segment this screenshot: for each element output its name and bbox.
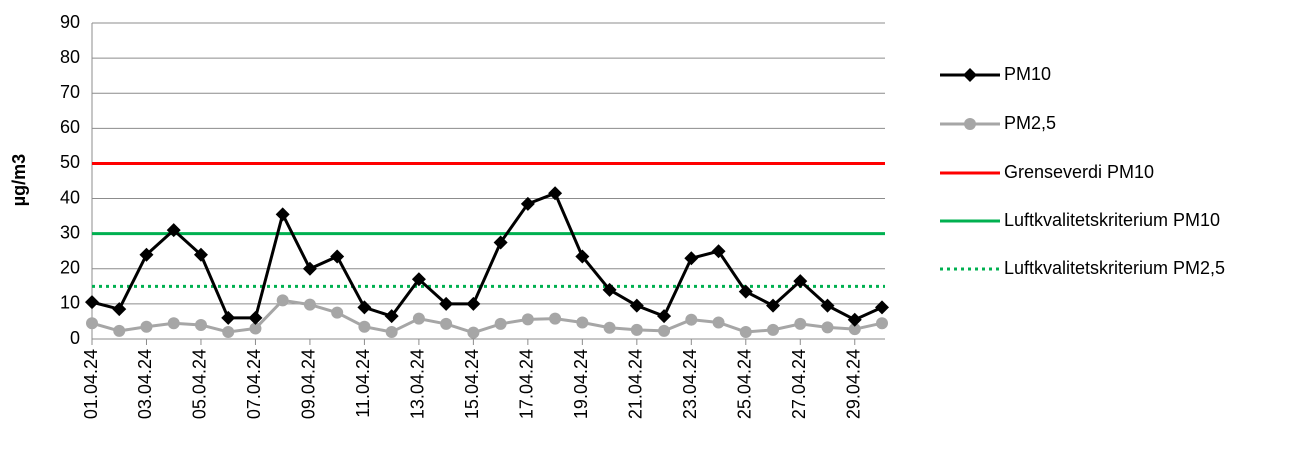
marker: [167, 317, 180, 330]
x-tick-label: 07.04.24: [244, 349, 264, 419]
marker: [739, 325, 752, 338]
y-tick-label: 60: [60, 117, 80, 137]
marker: [384, 309, 399, 324]
marker: [549, 312, 562, 325]
x-tick-label: 03.04.24: [135, 349, 155, 419]
marker: [194, 318, 207, 331]
marker: [112, 302, 127, 317]
marker: [629, 298, 644, 313]
legend-label: PM10: [1004, 64, 1051, 84]
marker: [963, 68, 977, 82]
y-tick-label: 80: [60, 47, 80, 67]
marker: [467, 326, 480, 339]
marker: [521, 313, 534, 326]
marker: [876, 317, 888, 330]
marker: [630, 323, 643, 336]
x-tick-label: 29.04.24: [844, 349, 864, 419]
marker: [166, 223, 181, 238]
marker: [331, 306, 344, 319]
marker: [875, 300, 889, 315]
marker: [440, 317, 453, 330]
marker: [222, 325, 235, 338]
x-tick-label: 01.04.24: [81, 349, 101, 419]
marker: [412, 312, 425, 325]
marker: [520, 196, 535, 211]
marker: [221, 310, 236, 325]
x-tick-label: 27.04.24: [789, 349, 809, 419]
y-tick-label: 0: [70, 328, 80, 348]
marker: [821, 321, 834, 334]
marker: [140, 320, 153, 333]
marker: [249, 322, 262, 335]
marker: [439, 296, 454, 311]
legend-label: Luftkvalitetskriterium PM2,5: [1004, 258, 1225, 278]
marker: [248, 310, 263, 325]
marker: [193, 247, 208, 262]
marker: [113, 324, 126, 337]
x-tick-label: 21.04.24: [626, 349, 646, 419]
x-tick-label: 05.04.24: [190, 349, 210, 419]
marker: [847, 312, 862, 327]
marker: [602, 282, 617, 297]
marker: [302, 261, 317, 276]
legend-label: Luftkvalitetskriterium PM10: [1004, 210, 1220, 230]
marker: [766, 298, 781, 313]
x-tick-label: 13.04.24: [408, 349, 428, 419]
marker: [330, 249, 345, 264]
x-tick-label: 19.04.24: [571, 349, 591, 419]
x-tick-label: 15.04.24: [462, 349, 482, 419]
marker: [303, 298, 316, 311]
y-tick-label: 90: [60, 12, 80, 32]
marker: [738, 284, 753, 299]
legend-label: PM2,5: [1004, 113, 1056, 133]
marker: [411, 272, 426, 287]
legend-label: Grenseverdi PM10: [1004, 162, 1154, 182]
marker: [275, 207, 290, 222]
marker: [276, 294, 289, 307]
marker: [576, 316, 589, 329]
x-tick-label: 11.04.24: [353, 349, 373, 418]
marker: [357, 300, 372, 315]
marker: [820, 298, 835, 313]
x-tick-label: 09.04.24: [299, 349, 319, 419]
series-line: [91, 298, 883, 335]
marker: [711, 244, 726, 259]
marker: [964, 118, 976, 130]
marker: [493, 235, 508, 250]
y-tick-label: 20: [60, 258, 80, 278]
y-tick-label: 10: [60, 293, 80, 313]
marker: [684, 251, 699, 266]
y-tick-label: 40: [60, 187, 80, 207]
marker: [685, 313, 698, 326]
y-axis-label: µg/m3: [9, 154, 29, 206]
y-tick-label: 50: [60, 152, 80, 172]
series-line: [91, 191, 883, 322]
marker: [385, 325, 398, 338]
marker: [793, 274, 808, 289]
marker: [712, 316, 725, 329]
marker: [848, 323, 861, 336]
marker: [794, 317, 807, 330]
x-tick-label: 25.04.24: [735, 349, 755, 419]
y-tick-label: 70: [60, 82, 80, 102]
marker: [85, 295, 99, 310]
marker: [657, 309, 672, 324]
marker: [548, 186, 563, 201]
marker: [658, 324, 671, 337]
marker: [603, 321, 616, 334]
x-tick-label: 17.04.24: [517, 349, 537, 419]
marker: [466, 296, 481, 311]
marker: [358, 320, 371, 333]
y-tick-label: 30: [60, 222, 80, 242]
marker: [86, 317, 98, 330]
marker: [575, 249, 590, 264]
marker: [767, 323, 780, 336]
marker: [494, 317, 507, 330]
marker: [139, 247, 154, 262]
x-tick-label: 23.04.24: [680, 349, 700, 419]
